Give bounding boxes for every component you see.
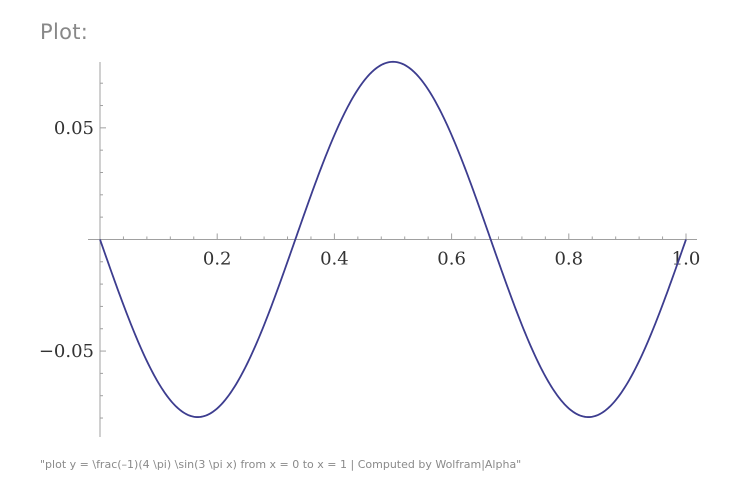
plot-heading: Plot: (40, 20, 89, 44)
axes (88, 62, 697, 437)
series-line (99, 60, 687, 418)
y-tick-label: 0.05 (54, 118, 94, 139)
y-tick-label: −0.05 (39, 341, 94, 362)
x-tick-label: 1.0 (672, 248, 701, 269)
tick-labels: 0.2 0.4 0.6 0.8 1.0 0.05 −0.05 (39, 118, 700, 362)
query-caption: "plot y = \frac(–1)(4 \pi) \sin(3 \pi x)… (40, 458, 522, 471)
ticks (100, 82, 687, 419)
x-tick-label: 0.8 (554, 248, 583, 269)
x-tick-label: 0.2 (203, 248, 232, 269)
x-tick-label: 0.6 (437, 248, 466, 269)
x-tick-label: 0.4 (320, 248, 349, 269)
